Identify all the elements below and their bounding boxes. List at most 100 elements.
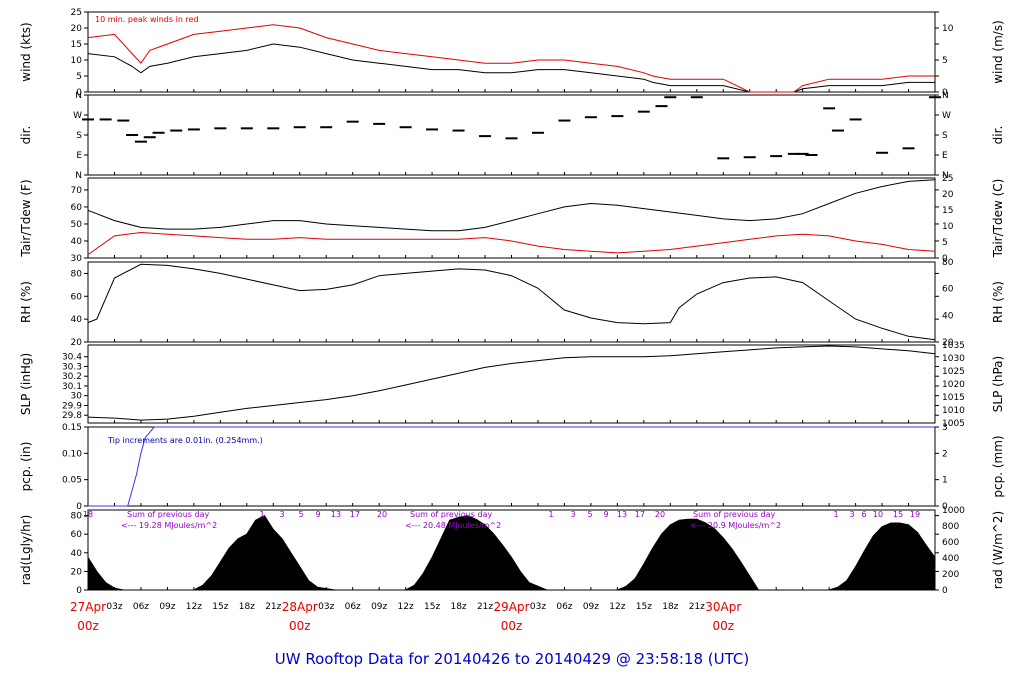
y-tick-label-right: 1035 bbox=[942, 341, 965, 351]
direction-mark bbox=[293, 126, 306, 129]
y-tick-label-right: 40 bbox=[942, 311, 954, 321]
x-tick-label: 09z bbox=[371, 602, 387, 612]
rad-hour-label: 3 bbox=[849, 510, 854, 519]
pcp-annotation: Tip increments are 0.01in. (0.254mm.) bbox=[107, 436, 263, 445]
x-tick-label: 09z bbox=[159, 602, 175, 612]
y-tick-label: N bbox=[75, 91, 82, 101]
y-tick-label-right: 400 bbox=[942, 554, 959, 564]
y-tick-label: 0.10 bbox=[62, 449, 82, 459]
direction-mark bbox=[531, 131, 544, 134]
y-tick-label: 0.05 bbox=[62, 476, 82, 486]
series-line-0 bbox=[87, 345, 936, 421]
direction-mark bbox=[143, 136, 156, 139]
y-tick-label-right: 60 bbox=[942, 285, 954, 295]
rad-hour-label: 20 bbox=[655, 510, 665, 519]
series-line-0 bbox=[87, 263, 936, 341]
panel-frame-3 bbox=[87, 261, 936, 343]
y-axis-label-right: dir. bbox=[991, 126, 1005, 145]
direction-mark bbox=[743, 156, 756, 159]
rad-hour-label: 13 bbox=[617, 510, 627, 519]
direction-mark bbox=[452, 129, 465, 132]
series-line-0 bbox=[87, 179, 936, 232]
y-tick-label-right: 1025 bbox=[942, 367, 965, 377]
y-tick-label: 30.1 bbox=[62, 382, 82, 392]
rad-hour-label: 3 bbox=[570, 510, 575, 519]
day-label: 28Apr bbox=[282, 600, 318, 614]
y-tick-label-right: 10 bbox=[942, 222, 954, 232]
rad-sum-value: <--- 19.28 MJoules/m^2 bbox=[121, 521, 217, 530]
y-tick-label: 20 bbox=[71, 338, 83, 348]
direction-mark bbox=[170, 129, 183, 132]
y-tick-label: 10 bbox=[71, 56, 83, 66]
y-axis-label-right: Tair/Tdew (C) bbox=[991, 179, 1005, 259]
day-time-label: 00z bbox=[289, 619, 311, 633]
direction-mark bbox=[505, 137, 518, 140]
direction-mark bbox=[929, 96, 941, 99]
y-tick-label-right: 0 bbox=[942, 502, 948, 512]
y-tick-label-right: 1 bbox=[942, 476, 948, 486]
rad-hour-label: 1 bbox=[548, 510, 553, 519]
y-tick-label: 29.8 bbox=[62, 411, 82, 421]
y-tick-label-right: 200 bbox=[942, 570, 959, 580]
y-tick-label-right: 20 bbox=[942, 338, 954, 348]
day-label: 30Apr bbox=[705, 600, 741, 614]
y-tick-label-right: 25 bbox=[942, 174, 953, 184]
direction-mark bbox=[426, 128, 439, 131]
x-tick-label: 21z bbox=[477, 602, 493, 612]
y-tick-label: S bbox=[76, 131, 82, 141]
rad-sum-label: Sum of previous day bbox=[410, 510, 492, 519]
y-tick-label: 5 bbox=[76, 72, 82, 82]
direction-mark bbox=[558, 119, 571, 122]
direction-mark bbox=[902, 147, 915, 150]
direction-mark bbox=[690, 96, 703, 99]
x-tick-label: 18z bbox=[662, 602, 678, 612]
direction-mark bbox=[373, 122, 386, 125]
y-tick-label: 20 bbox=[71, 24, 83, 34]
x-tick-label: 15z bbox=[424, 602, 440, 612]
y-tick-label: 70 bbox=[71, 186, 83, 196]
y-tick-label: 40 bbox=[71, 237, 83, 247]
direction-mark bbox=[876, 151, 889, 154]
page-title: UW Rooftop Data for 20140426 to 20140429… bbox=[274, 650, 750, 668]
y-tick-label-right: 1010 bbox=[942, 406, 965, 416]
series-line-0 bbox=[88, 426, 935, 507]
direction-mark bbox=[479, 135, 492, 138]
x-tick-label: 18z bbox=[239, 602, 255, 612]
wind-annotation: 10 min. peak winds in red bbox=[95, 15, 199, 24]
rad-hour-label: 1 bbox=[259, 510, 264, 519]
direction-mark bbox=[399, 126, 412, 129]
day-time-label: 00z bbox=[501, 619, 523, 633]
direction-mark bbox=[805, 154, 818, 156]
rad-hour-label: 19 bbox=[910, 510, 920, 519]
direction-mark bbox=[187, 128, 200, 131]
y-tick-label-right: 5 bbox=[942, 238, 948, 248]
rad-hour-label: 9 bbox=[315, 510, 320, 519]
y-axis-label: rad(Lgly/hr) bbox=[19, 515, 33, 586]
x-tick-label: 12z bbox=[609, 602, 625, 612]
y-axis-label-right: pcp. (mm) bbox=[991, 435, 1005, 497]
y-tick-label-right: 1015 bbox=[942, 393, 965, 403]
direction-mark bbox=[637, 110, 650, 113]
x-tick-label: 03z bbox=[530, 602, 546, 612]
direction-mark bbox=[320, 126, 333, 129]
rad-hour-label: 1 bbox=[833, 510, 838, 519]
y-tick-label-right: 10 bbox=[942, 24, 954, 34]
y-tick-label: 30.3 bbox=[62, 362, 82, 372]
direction-mark bbox=[117, 119, 130, 122]
y-axis-label-right: RH (%) bbox=[991, 281, 1005, 323]
rad-hour-label: 9 bbox=[603, 510, 608, 519]
y-axis-label: dir. bbox=[19, 126, 33, 145]
y-tick-label-right: 600 bbox=[942, 538, 959, 548]
direction-mark bbox=[717, 157, 730, 160]
y-tick-label: 30 bbox=[71, 392, 83, 402]
rad-hour-label: 3 bbox=[279, 510, 284, 519]
y-tick-label-right: 20 bbox=[942, 190, 954, 200]
x-tick-label: 06z bbox=[345, 602, 361, 612]
y-tick-label: 30 bbox=[71, 254, 83, 264]
y-tick-label: 29.9 bbox=[62, 401, 82, 411]
x-tick-label: 06z bbox=[556, 602, 572, 612]
y-tick-label-right: N bbox=[942, 91, 949, 101]
y-tick-label-right: 5 bbox=[942, 56, 948, 66]
rad-hour-label: 10 bbox=[873, 510, 883, 519]
